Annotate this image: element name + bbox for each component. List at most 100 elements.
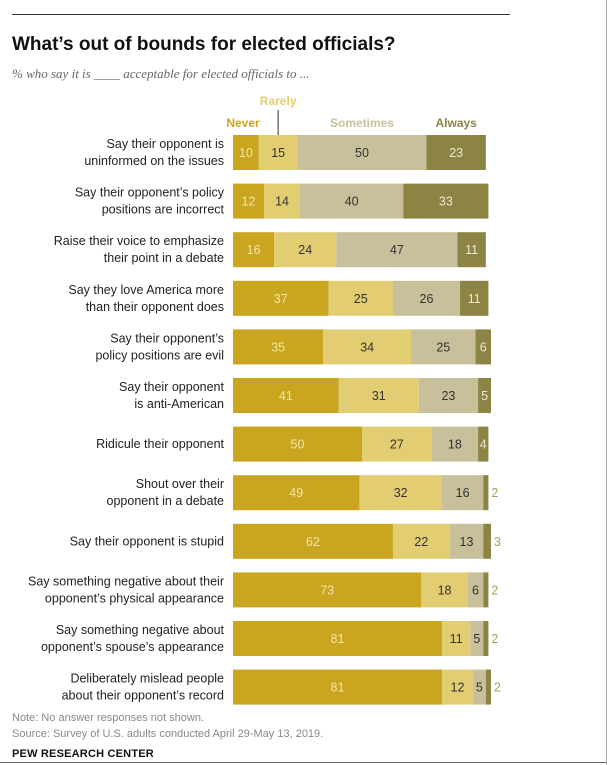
category-label: Shout over their xyxy=(136,477,224,491)
category-label: Say their opponent xyxy=(119,380,224,394)
category-label: about their opponent’s record xyxy=(62,689,224,703)
category-label: uninformed on the issues xyxy=(84,154,224,168)
data-label-rarely: 18 xyxy=(438,583,452,597)
data-label-never: 10 xyxy=(239,146,253,160)
bar-segment-rarely xyxy=(441,669,473,705)
data-label-rarely: 31 xyxy=(372,389,386,403)
bar-segment-sometimes xyxy=(300,183,404,219)
bar-segment-never xyxy=(233,523,393,559)
bar-segment-sometimes xyxy=(411,329,476,365)
data-label-always: 2 xyxy=(491,486,498,500)
category-label: policy positions are evil xyxy=(95,348,224,362)
category-label: Say their opponent’s policy xyxy=(75,186,225,200)
bar-segment-sometimes xyxy=(418,378,479,413)
bar-segment-sometimes xyxy=(392,280,461,316)
category-label: Say they love America more xyxy=(68,283,224,297)
data-label-rarely: 11 xyxy=(450,632,463,646)
bar-segment-never xyxy=(233,232,275,268)
data-label-sometimes: 23 xyxy=(441,389,455,403)
bar-segment-always xyxy=(483,475,489,511)
bar-segment-rarely xyxy=(362,426,432,462)
data-label-sometimes: 26 xyxy=(420,292,434,306)
data-label-always: 5 xyxy=(481,389,488,403)
data-label-never: 16 xyxy=(247,243,261,257)
data-label-always: 23 xyxy=(449,146,463,160)
data-label-sometimes: 16 xyxy=(456,486,470,500)
legend-always: Always xyxy=(435,116,477,130)
bar-segment-sometimes xyxy=(449,523,484,559)
top-rule xyxy=(12,14,510,15)
category-label: opponent’s physical appearance xyxy=(45,591,224,605)
bottom-rule xyxy=(0,762,607,763)
data-label-always: 2 xyxy=(491,632,498,646)
bar-segment-rarely xyxy=(263,183,301,219)
bar-segment-always xyxy=(483,572,489,608)
data-label-rarely: 25 xyxy=(354,292,368,306)
bar-segment-sometimes xyxy=(470,621,484,656)
chart-title: What’s out of bounds for elected officia… xyxy=(12,34,396,55)
data-label-always: 2 xyxy=(494,681,501,695)
bar-segment-always xyxy=(483,621,489,656)
data-label-always: 11 xyxy=(468,292,481,306)
bar-segment-sometimes xyxy=(297,135,427,170)
bar-segment-sometimes xyxy=(441,475,484,511)
legend-never: Never xyxy=(226,116,260,130)
data-label-sometimes: 40 xyxy=(345,195,359,209)
legend-rarely: Rarely xyxy=(260,94,297,108)
data-label-sometimes: 5 xyxy=(476,681,483,695)
data-label-sometimes: 18 xyxy=(448,438,462,452)
bar-segment-always xyxy=(478,378,491,413)
category-label: Deliberately mislead people xyxy=(70,672,224,686)
bar-segment-sometimes xyxy=(472,669,486,705)
bar-segment-never xyxy=(233,475,360,511)
bar-segment-always xyxy=(483,523,491,559)
category-label: Say something negative about xyxy=(56,623,225,637)
bar-segment-always xyxy=(485,669,491,705)
data-label-always: 33 xyxy=(439,195,453,209)
bar-segment-rarely xyxy=(274,232,337,268)
chart-subtitle: % who say it is ____ acceptable for elec… xyxy=(12,66,310,81)
bar-segment-rarely xyxy=(359,475,442,511)
category-label: is anti-American xyxy=(134,397,224,411)
data-label-always: 11 xyxy=(465,243,478,257)
legend-sometimes: Sometimes xyxy=(330,116,394,130)
bar-segment-never xyxy=(233,135,259,170)
data-label-never: 81 xyxy=(331,681,345,695)
data-label-sometimes: 13 xyxy=(460,535,474,549)
category-label: Say their opponent is xyxy=(107,137,224,151)
data-label-sometimes: 50 xyxy=(355,146,369,160)
bar-segment-rarely xyxy=(421,572,468,608)
category-label: Ridicule their opponent xyxy=(96,437,224,451)
category-label: Say their opponent is stupid xyxy=(70,534,224,548)
data-label-never: 81 xyxy=(331,632,345,646)
category-label: opponent’s spouse’s appearance xyxy=(41,640,224,654)
data-label-rarely: 14 xyxy=(275,195,289,209)
bar-segment-sometimes xyxy=(431,426,479,462)
category-label: Say their opponent’s xyxy=(110,331,224,345)
category-label: their point in a debate xyxy=(104,251,224,265)
bar-segment-rarely xyxy=(258,135,298,170)
data-label-rarely: 27 xyxy=(390,438,404,452)
category-label: Say something negative about their xyxy=(28,574,224,588)
bar-segment-always xyxy=(460,280,489,316)
data-label-never: 41 xyxy=(279,389,293,403)
data-label-sometimes: 25 xyxy=(436,340,450,354)
category-label: opponent in a debate xyxy=(107,494,225,508)
bar-segment-never xyxy=(233,378,339,413)
data-label-rarely: 32 xyxy=(394,486,408,500)
data-label-always: 6 xyxy=(480,340,487,354)
brand-label: PEW RESEARCH CENTER xyxy=(12,748,154,760)
bar-segment-never xyxy=(233,183,264,219)
data-label-always: 2 xyxy=(491,583,498,597)
source-text: Source: Survey of U.S. adults conducted … xyxy=(12,728,324,740)
bar-segment-sometimes xyxy=(336,232,458,268)
bar-segment-always xyxy=(475,329,491,365)
data-label-never: 37 xyxy=(274,292,288,306)
bar-segment-sometimes xyxy=(467,572,484,608)
data-label-sometimes: 47 xyxy=(390,243,404,257)
bar-segment-rarely xyxy=(392,523,450,559)
data-label-sometimes: 6 xyxy=(472,583,479,597)
bar-segment-rarely xyxy=(323,329,412,365)
bar-segment-never xyxy=(233,329,324,365)
